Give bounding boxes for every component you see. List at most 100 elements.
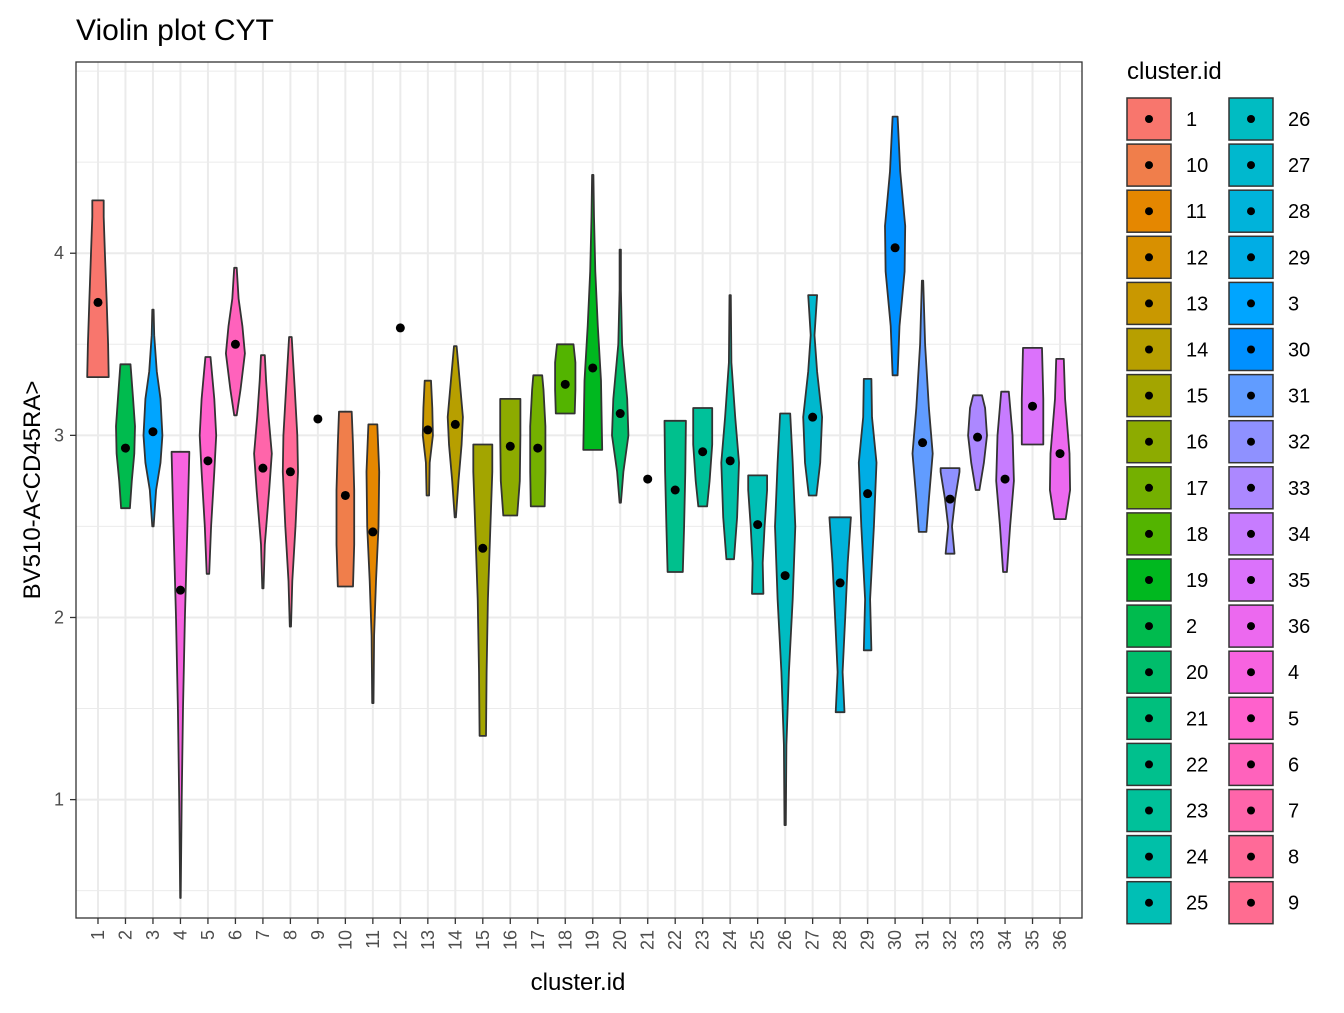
violin-18	[554, 343, 577, 415]
x-axis: 1 2 3 4 5 6 7 8 9 10 11 12 13 14 15 16 17 18 19 20 21 22 23 24 2…	[88, 918, 1070, 950]
violin-2	[115, 363, 136, 510]
median-point-25	[753, 520, 763, 530]
y-tick-label: 1	[54, 790, 64, 810]
legend-key-point	[1145, 529, 1153, 538]
median-point-22	[670, 485, 680, 495]
legend-item-13: 13	[1126, 281, 1208, 326]
legend-item-25: 25	[1126, 880, 1208, 925]
violin-25	[747, 474, 768, 595]
median-point-24	[725, 456, 735, 466]
legend-label: 13	[1186, 293, 1208, 315]
x-axis-title: cluster.id	[531, 969, 626, 996]
legend-label: 21	[1186, 708, 1208, 730]
legend-label: 20	[1186, 662, 1208, 684]
legend-item-8: 8	[1228, 834, 1299, 879]
violin-5	[198, 356, 218, 575]
violin-19	[582, 173, 604, 451]
median-point-28	[835, 578, 845, 588]
violin-35	[1020, 346, 1045, 446]
x-tick-label: 10	[335, 930, 355, 950]
legend-item-16: 16	[1126, 419, 1208, 464]
legend-label: 24	[1186, 847, 1208, 869]
x-tick-label: 30	[885, 930, 905, 950]
legend-key-point	[1145, 668, 1153, 677]
median-point-27	[808, 412, 818, 422]
median-point-31	[918, 438, 928, 448]
violin-36	[1049, 357, 1071, 520]
median-point-29	[863, 489, 873, 499]
legend-key-point	[1145, 207, 1153, 216]
legend-item-15: 15	[1126, 373, 1208, 418]
legend-key-point	[1247, 115, 1255, 123]
legend-key-point	[1247, 806, 1255, 815]
violin-14	[446, 345, 464, 519]
legend-item-30: 30	[1228, 327, 1310, 372]
median-point-15	[478, 543, 488, 553]
x-tick-label: 8	[280, 930, 300, 940]
x-tick-label: 22	[665, 930, 685, 950]
legend-item-31: 31	[1228, 373, 1310, 418]
legend-title: cluster.id	[1127, 58, 1222, 85]
median-point-2	[120, 443, 130, 453]
median-point-10	[340, 490, 350, 500]
legend-label: 22	[1186, 754, 1208, 776]
x-tick-label: 20	[610, 930, 630, 950]
violin-28	[828, 516, 852, 714]
violin-3	[142, 308, 164, 528]
legend-key-point	[1145, 806, 1153, 815]
x-tick-label: 36	[1050, 930, 1070, 950]
legend-item-33: 33	[1228, 466, 1310, 510]
legend-label: 36	[1288, 616, 1310, 638]
x-tick-label: 34	[995, 930, 1015, 950]
legend-label: 30	[1288, 340, 1310, 362]
legend-label: 3	[1288, 293, 1299, 315]
legend-key-point	[1145, 437, 1153, 446]
median-point-8	[285, 467, 295, 477]
x-tick-label: 13	[418, 930, 438, 950]
legend-key-point	[1247, 483, 1255, 492]
legend-label: 18	[1186, 524, 1208, 546]
median-points	[93, 243, 1065, 595]
violin-29	[857, 377, 878, 652]
violin-1	[86, 199, 110, 379]
violin-31	[911, 279, 934, 533]
x-tick-label: 31	[913, 930, 933, 950]
legend-item-5: 5	[1228, 696, 1299, 741]
legend-label: 25	[1186, 893, 1208, 915]
x-tick-label: 12	[390, 930, 410, 950]
legend-label: 5	[1288, 708, 1299, 730]
legend-label: 10	[1186, 155, 1208, 177]
x-tick-label: 24	[720, 930, 740, 950]
legend-key-point	[1247, 529, 1255, 538]
x-tick-label: 6	[225, 930, 245, 940]
legend-item-14: 14	[1126, 327, 1208, 372]
legend-key-point	[1247, 299, 1255, 308]
median-point-33	[973, 432, 983, 442]
legend-item-26: 26	[1228, 97, 1310, 141]
violins	[86, 115, 1071, 899]
legend-key-point	[1145, 898, 1153, 907]
legend-item-19: 19	[1126, 558, 1208, 602]
x-tick-label: 5	[198, 930, 218, 940]
median-point-9	[313, 414, 323, 424]
median-point-16	[505, 441, 515, 451]
legend-label: 12	[1186, 247, 1208, 269]
x-tick-label: 23	[693, 930, 713, 950]
legend-item-18: 18	[1126, 512, 1208, 556]
legend-item-29: 29	[1228, 235, 1310, 280]
x-tick-label: 32	[940, 930, 960, 950]
legend-label: 35	[1288, 570, 1310, 592]
legend-item-35: 35	[1228, 558, 1310, 602]
legend-key-point	[1145, 115, 1153, 123]
x-tick-label: 19	[583, 930, 603, 950]
violin-32	[939, 467, 961, 555]
median-point-36	[1055, 449, 1065, 459]
legend-key-point	[1145, 576, 1153, 584]
legend-key-point	[1145, 253, 1153, 262]
x-tick-label: 28	[830, 930, 850, 950]
median-point-20	[615, 409, 625, 419]
y-tick-label: 4	[54, 243, 64, 263]
legend-item-7: 7	[1228, 788, 1299, 833]
violin-15	[472, 443, 494, 737]
